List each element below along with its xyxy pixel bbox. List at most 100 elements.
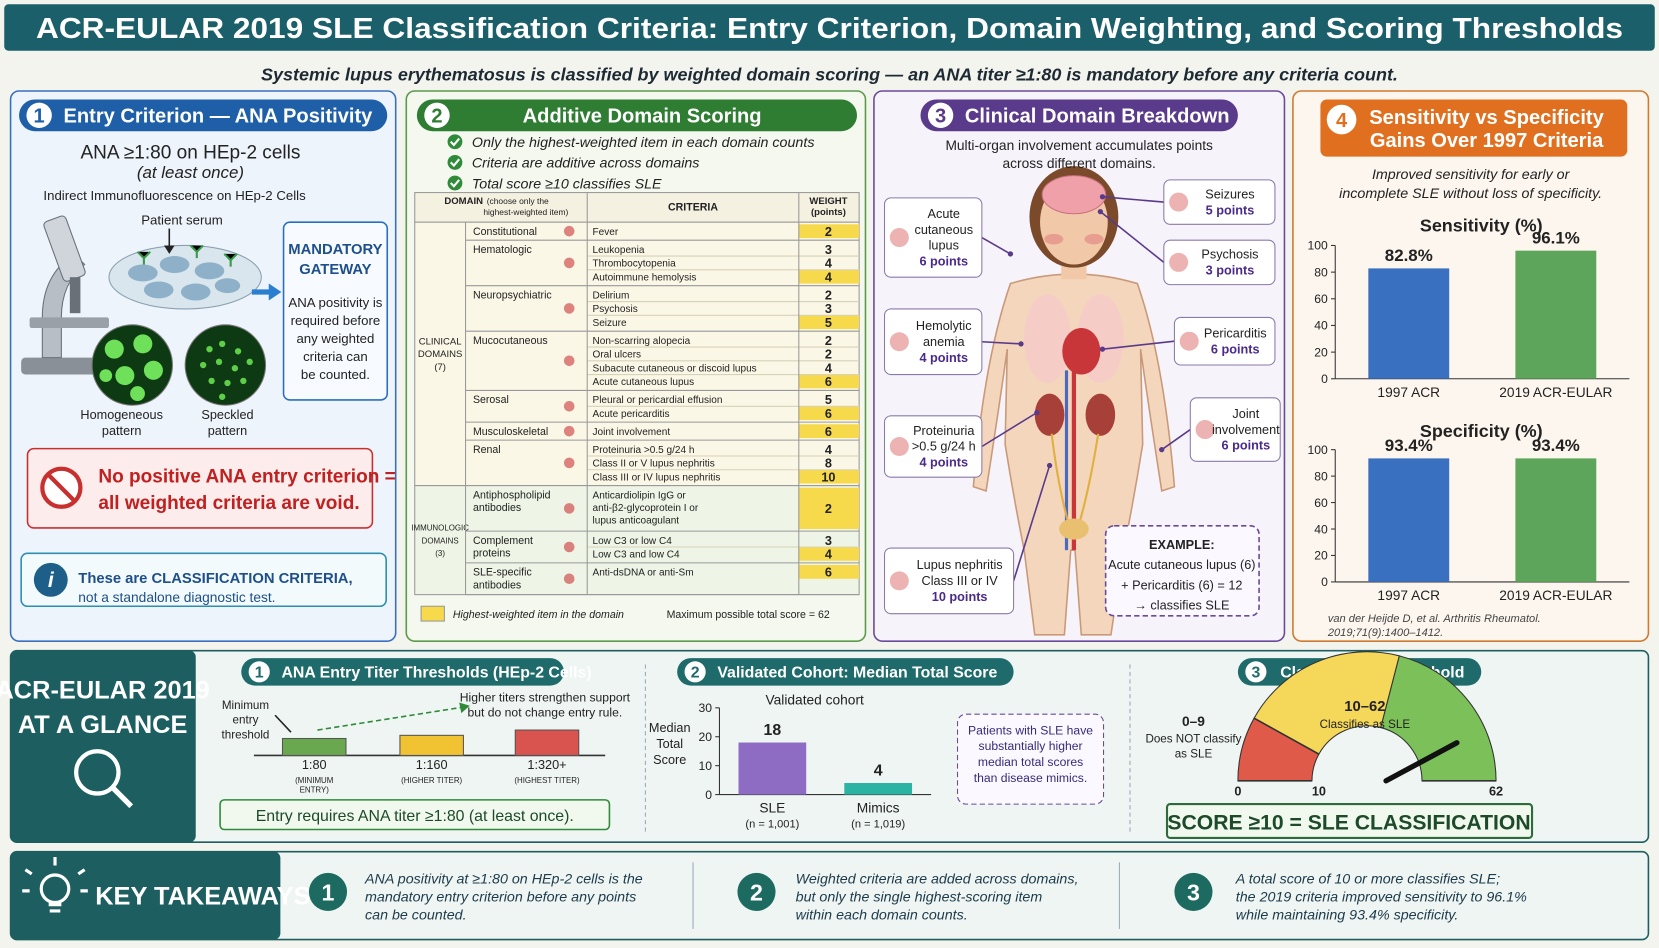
bar — [738, 742, 807, 795]
titer-note: (HIGHER TITER) — [401, 776, 462, 785]
chart-title: Specificity (%) — [1420, 421, 1543, 441]
example-text: → classifies SLE — [1134, 598, 1229, 612]
formula: SCORE ≥10 = SLE CLASSIFICATION — [1167, 812, 1530, 835]
weight: 4 — [825, 361, 832, 375]
takeaway-text: within each domain counts. — [796, 907, 968, 923]
legend-swatch — [420, 605, 445, 622]
titer-note: ENTRY) — [300, 785, 330, 794]
domain-name: Antiphospholipid — [473, 489, 551, 501]
y-tick-label: 10 — [699, 759, 713, 773]
section-number-badge — [1245, 661, 1267, 683]
zone-range: 10–62 — [1344, 699, 1385, 715]
no-sign-bar — [47, 473, 76, 502]
highlight-cell — [798, 424, 860, 439]
bar — [844, 783, 913, 795]
takeaway-text: ANA positivity at ≥1:80 on HEp-2 cells i… — [364, 871, 643, 887]
callout-icon — [1169, 192, 1189, 212]
check-text: Total score ≥10 classifies SLE — [472, 176, 662, 192]
takeaway-number: 1 — [322, 879, 335, 905]
weight: 8 — [825, 457, 832, 471]
criterion: Joint involvement — [593, 427, 671, 438]
note-box — [20, 552, 387, 608]
x-tick-label: 1997 ACR — [1377, 385, 1440, 400]
domain-name: Constitutional — [473, 226, 537, 238]
domain-name: Serosal — [473, 394, 509, 406]
zone-range: 0–9 — [1182, 714, 1205, 729]
titer-footer-box — [219, 799, 611, 831]
table-header-note: highest-weighted item) — [483, 207, 568, 217]
criterion: Pleural or pericardial effusion — [593, 395, 723, 406]
criterion: Psychosis — [593, 304, 638, 315]
x-tick-label: SLE — [759, 801, 785, 816]
weight: 2 — [825, 334, 832, 348]
criterion: Autoimmune hemolysis — [593, 272, 697, 283]
gauge-zone — [1380, 655, 1497, 782]
citation: van der Heijde D, et al. Arthritis Rheum… — [1328, 613, 1541, 625]
warning-text: No positive ANA entry criterion = — [98, 466, 395, 487]
weight: 2 — [825, 288, 832, 302]
takeaway-text: while maintaining 93.4% specificity. — [1236, 907, 1459, 923]
example-text: Acute cutaneous lupus (6) — [1108, 558, 1255, 572]
headline-note: (at least once) — [137, 163, 244, 182]
connector — [1161, 428, 1191, 451]
section-title: Validated Cohort: Median Total Score — [717, 665, 997, 682]
titer-label: 1:80 — [302, 758, 327, 772]
min-label: Minimum — [222, 699, 269, 712]
y-tick-label: 20 — [699, 730, 713, 744]
connector-end — [1034, 409, 1040, 416]
criterion: Low C3 and low C4 — [593, 550, 681, 561]
zone-text: Does NOT classify — [1145, 733, 1241, 746]
glance-title: AT A GLANCE — [18, 711, 188, 739]
weight: 6 — [825, 375, 832, 389]
section-number: 2 — [691, 665, 700, 682]
callout-label: Seizures — [1205, 187, 1254, 201]
titer-bar — [514, 729, 580, 756]
callout-icon — [1195, 420, 1215, 440]
callout-icon — [1179, 331, 1199, 351]
titer-bar — [281, 737, 347, 756]
highlight-cell — [798, 374, 860, 389]
callout-box — [883, 415, 983, 478]
value-label: 93.4% — [1385, 436, 1433, 455]
weight: 10 — [821, 470, 835, 484]
higher-note: Higher titers strengthen support — [460, 690, 631, 704]
y-tick-label: 40 — [1314, 319, 1328, 333]
y-axis-label: Score — [653, 753, 686, 767]
intro: across different domains. — [1003, 156, 1156, 171]
takeaway-text: but only the single highest-scoring item — [796, 889, 1043, 905]
callout-label: Acute — [928, 207, 960, 221]
section-title: Sensitivity vs Specificity — [1369, 107, 1604, 129]
homogeneous-nuclei — [99, 334, 163, 401]
callout-points: 10 points — [932, 590, 988, 604]
gateway-text: be counted. — [301, 367, 370, 382]
serum-label: Patient serum — [141, 212, 223, 227]
group-label: (3) — [435, 549, 445, 558]
cells — [128, 256, 241, 301]
bar — [1368, 268, 1450, 379]
y-tick-label: 80 — [1314, 265, 1328, 279]
highlight-cell — [798, 269, 860, 284]
weight: 5 — [825, 393, 832, 407]
check-icon — [447, 134, 463, 150]
highlight-cell — [798, 564, 860, 579]
callout-label: involvement — [1212, 423, 1280, 437]
criterion: Subacute cutaneous or discoid lupus — [593, 363, 757, 374]
min-label: entry — [233, 714, 259, 727]
glance-title: ACR-EULAR 2019 — [0, 676, 210, 704]
highlight-cell — [798, 487, 860, 530]
criterion: Acute cutaneous lupus — [593, 377, 695, 388]
connector — [981, 411, 1038, 448]
titer-note: (HIGHEST TITER) — [514, 776, 580, 785]
highlight-cell — [798, 469, 860, 484]
domain-name: Neuropsychiatric — [473, 289, 552, 301]
callout-points: 4 points — [919, 456, 968, 470]
callout-box — [883, 197, 983, 278]
weight: 4 — [825, 257, 832, 271]
x-tick-label: 2019 ACR-EULAR — [1499, 385, 1612, 400]
value-label: 96.1% — [1532, 228, 1580, 247]
warning-box — [26, 447, 374, 529]
headline: ANA ≥1:80 on HEp-2 cells — [80, 143, 300, 164]
criterion: Proteinuria >0.5 g/24 h — [593, 445, 695, 456]
magnifier-handle — [110, 785, 134, 809]
